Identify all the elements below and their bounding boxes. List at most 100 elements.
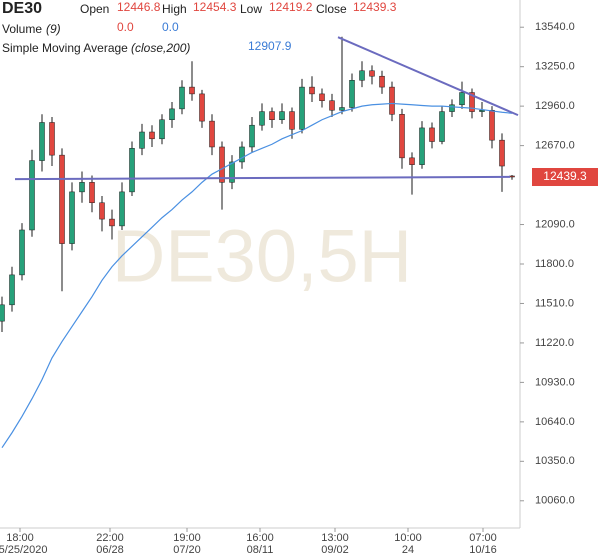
y-tick-label: 12960.0: [535, 100, 575, 112]
candle-body: [509, 175, 515, 178]
x-tick-label: 22:00: [96, 532, 124, 544]
candle-body: [0, 304, 5, 322]
price-marker: [532, 168, 598, 187]
watermark: DE30,5H: [112, 215, 412, 298]
trendline: [337, 36, 519, 117]
value: 12907.9: [248, 39, 292, 53]
candle-body: [209, 120, 215, 148]
y-tick-label: 10930.0: [535, 376, 575, 388]
candle-body: [289, 111, 295, 130]
x-tick-label: 18:00: [6, 532, 34, 544]
candle-body: [439, 111, 445, 142]
candle-body: [39, 122, 45, 161]
candle-body: [409, 157, 415, 165]
candle-body: [249, 124, 255, 148]
label: Close: [316, 2, 347, 16]
value: 12439.3: [353, 0, 397, 14]
y-tick-label: 12090.0: [535, 218, 575, 230]
value: 0.0: [117, 20, 134, 34]
candle-body: [419, 127, 425, 165]
y-tick-label: 10640.0: [535, 416, 575, 428]
x-tick-label: 19:00: [173, 532, 201, 544]
label: Open: [80, 2, 109, 16]
label: (9): [46, 22, 61, 36]
candle-body: [479, 109, 485, 112]
candle-body: [359, 70, 365, 81]
candle-body: [259, 111, 265, 126]
y-tick-label: 13250.0: [535, 61, 575, 73]
price-marker-label: 12439.3: [543, 169, 587, 183]
candle-body: [399, 114, 405, 159]
candle-body: [239, 146, 245, 163]
candle-body: [99, 202, 105, 220]
value: 12446.8: [117, 0, 161, 14]
x-tick-label: 13:00: [321, 532, 349, 544]
y-tick-label: 10350.0: [535, 455, 575, 467]
candle-body: [169, 108, 175, 121]
candle-body: [49, 122, 55, 156]
candle-body: [449, 104, 455, 112]
candle-body: [379, 75, 385, 88]
candle-body: [489, 109, 495, 141]
candle-body: [199, 93, 205, 122]
candle-body: [429, 127, 435, 142]
candle-body: [59, 154, 65, 244]
y-tick-label: 11510.0: [535, 297, 574, 309]
candle-body: [159, 119, 165, 140]
x-tick-date: 10/16: [469, 544, 497, 556]
candle-body: [369, 70, 375, 77]
candle-body: [469, 92, 475, 112]
x-tick-label: 07:00: [469, 532, 497, 544]
x-tick-label: 16:00: [246, 532, 274, 544]
x-tick-date: 07/20: [173, 544, 201, 556]
candle-body: [79, 182, 85, 193]
header: DE30 Open 12446.8 High 12454.3 Low 12419…: [2, 0, 397, 55]
candle-body: [279, 111, 285, 121]
candle-body: [499, 139, 505, 167]
candle-body: [109, 218, 115, 227]
label: High: [162, 2, 187, 16]
y-tick-label: 10060.0: [535, 495, 575, 507]
y-tick-label: 12670.0: [535, 140, 575, 152]
candle-body: [349, 80, 355, 108]
y-tick-label: 11220.0: [535, 337, 574, 349]
candle-body: [149, 131, 155, 140]
label: Volume: [2, 22, 42, 36]
candle-body: [299, 86, 305, 130]
candle-body: [179, 86, 185, 110]
candle-body: [269, 111, 275, 121]
value: 12419.2: [269, 0, 313, 14]
candle-body: [119, 191, 125, 227]
candle-body: [389, 86, 395, 115]
candle-body: [139, 131, 145, 149]
y-tick-label: 13540.0: [535, 21, 575, 33]
candle-body: [339, 107, 345, 111]
value: 12454.3: [193, 0, 237, 14]
x-tick-date: 08/11: [247, 544, 274, 556]
y-tick-label: 11800.0: [535, 258, 574, 270]
candle-body: [319, 93, 325, 101]
candle-body: [329, 100, 335, 111]
candle-body: [89, 182, 95, 204]
label: (close,200): [131, 41, 190, 55]
x-tick-label: 10:00: [394, 532, 422, 544]
value: 0.0: [162, 20, 179, 34]
label: Low: [240, 2, 262, 16]
candle-body: [69, 191, 75, 244]
sma-line: [1, 102, 513, 449]
candle-body: [129, 148, 135, 193]
label: Simple Moving Average: [2, 41, 128, 55]
candle-body: [29, 160, 35, 231]
trendline: [14, 175, 511, 181]
candle-body: [219, 146, 225, 183]
candle-body: [309, 86, 315, 95]
candle-body: [459, 92, 465, 106]
x-tick-date: 24: [402, 544, 414, 556]
candle-body: [229, 161, 235, 183]
axes: 13540.0 13250.0 12960.0 12670.0 12090.0 11800…: [0, 21, 598, 556]
candle-body: [19, 229, 25, 276]
x-tick-date: 05/25/2020: [0, 544, 48, 556]
x-tick-date: 09/02: [321, 544, 349, 556]
plot-area: [0, 36, 519, 449]
